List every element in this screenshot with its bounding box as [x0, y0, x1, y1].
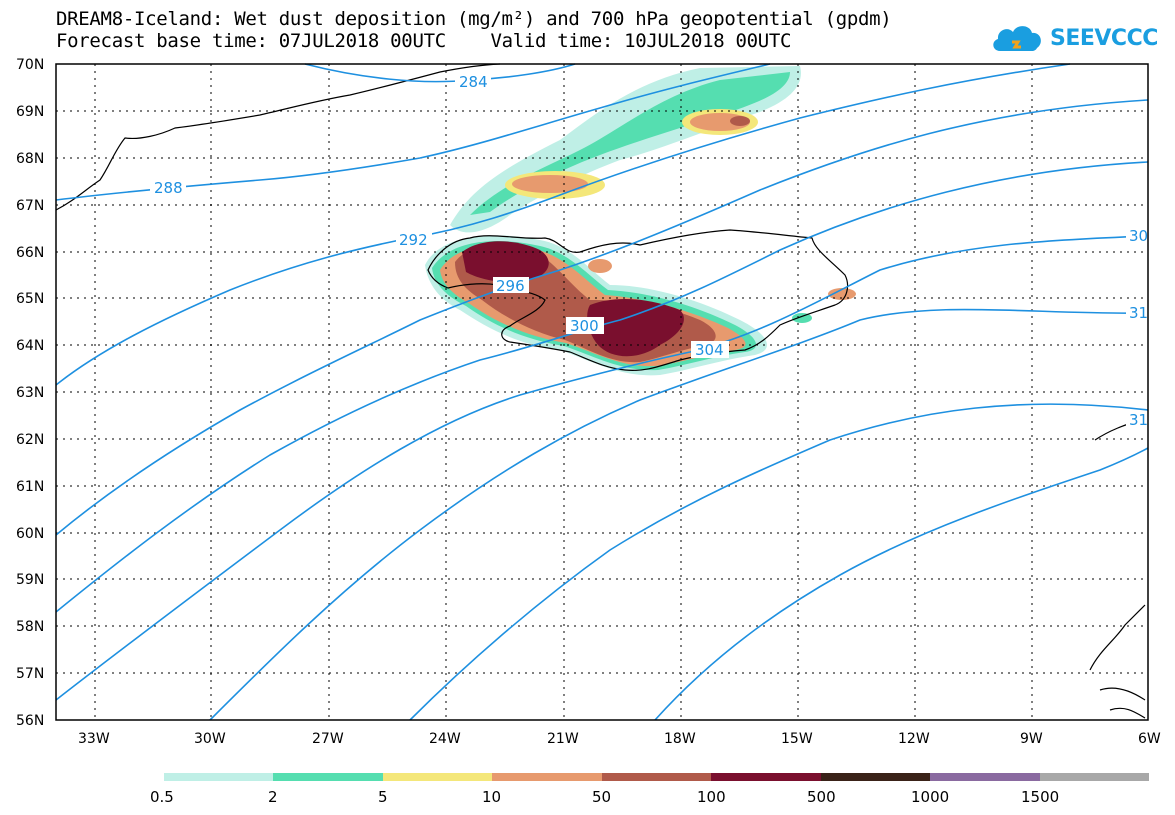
lat-label-57n: 57N: [16, 666, 44, 682]
contour-label-296: 296: [496, 277, 525, 295]
lat-label-63n: 63N: [16, 385, 44, 401]
coastline-iceland: [427, 229, 849, 371]
contour-label-304: 304: [695, 341, 724, 359]
cloud-logo-icon: [993, 26, 1041, 51]
lat-label-64n: 64N: [16, 338, 44, 354]
plot-frame: [55, 63, 1149, 721]
contour-label-300: 300: [570, 317, 599, 335]
dust-patch-67n: [512, 175, 588, 193]
colorbar-bin-9: [1040, 773, 1149, 781]
contour-312: [409, 403, 1149, 721]
valid-time: Valid time: 10JUL2018 00UTC: [490, 30, 792, 52]
dust-patch-east: [828, 288, 856, 300]
forecast-base-time: Forecast base time: 07JUL2018 00UTC: [56, 30, 446, 52]
colorbar-label-50: 50: [592, 788, 611, 806]
colorbar: 0.5 2 5 10 50 100 500 1000 1500: [150, 773, 1149, 806]
contour-label-308: 30: [1129, 227, 1148, 245]
lon-label-33w: 33W: [78, 731, 110, 747]
dust-plume-north-mid: [470, 72, 790, 215]
lon-label-9w: 9W: [1020, 731, 1043, 747]
lon-label-21w: 21W: [547, 731, 579, 747]
colorbar-bin-2: [273, 773, 383, 781]
coastline-scotland: [1089, 604, 1146, 719]
colorbar-label-500: 500: [807, 788, 836, 806]
lon-label-18w: 18W: [664, 731, 696, 747]
colorbar-label-0-5: 0.5: [150, 788, 174, 806]
lon-label-15w: 15W: [781, 731, 813, 747]
map-subtitle: Forecast base time: 07JUL2018 00UTC Vali…: [56, 30, 891, 52]
colorbar-bin-5: [602, 773, 711, 781]
contour-304: [55, 235, 1149, 701]
contour-308: [209, 308, 1149, 721]
dust-patch-north-iceland: [588, 259, 612, 273]
lat-label-66n: 66N: [16, 245, 44, 261]
contour-label-288: 288: [154, 179, 183, 197]
colorbar-bin-6: [711, 773, 821, 781]
contour-316: [654, 447, 1149, 721]
dust-field-iceland-core-west: [462, 241, 549, 283]
lon-label-30w: 30W: [194, 731, 226, 747]
lat-label-62n: 62N: [16, 432, 44, 448]
contour-label-316: 31: [1129, 411, 1148, 429]
lat-label-67n: 67N: [16, 198, 44, 214]
lon-label-6w: 6W: [1138, 731, 1161, 747]
lat-label-58n: 58N: [16, 619, 44, 635]
lat-label-56n: 56N: [16, 713, 44, 729]
lon-label-24w: 24W: [429, 731, 461, 747]
colorbar-bin-8: [930, 773, 1040, 781]
colorbar-label-1000: 1000: [911, 788, 949, 806]
contour-label-292: 292: [399, 231, 428, 249]
contour-label-312: 31: [1129, 304, 1148, 322]
coastline-greenland: [55, 63, 501, 211]
colorbar-label-5: 5: [378, 788, 388, 806]
graticule: [56, 64, 1148, 720]
longitude-axis: 33W 30W 27W 24W 21W 18W 15W 12W 9W 6W: [78, 731, 1161, 747]
lat-label-59n: 59N: [16, 572, 44, 588]
contour-label-284: 284: [459, 73, 488, 91]
dust-deposition-field: [425, 66, 856, 376]
contour-labels: 284 288 292 296 300 304 30 31 31: [150, 73, 1148, 429]
colorbar-bin-3: [383, 773, 492, 781]
colorbar-label-2: 2: [268, 788, 278, 806]
dust-patch-69n-core: [730, 116, 750, 126]
contour-300: [55, 161, 1149, 613]
contour-288: [55, 63, 771, 201]
colorbar-bin-7: [821, 773, 930, 781]
lat-label-68n: 68N: [16, 151, 44, 167]
logo-text: SEEVCCC: [1050, 25, 1158, 51]
lat-label-65n: 65N: [16, 291, 44, 307]
colorbar-label-10: 10: [482, 788, 501, 806]
colorbar-label-100: 100: [697, 788, 726, 806]
colorbar-bin-1: [164, 773, 273, 781]
dust-patch-southeast: [792, 313, 812, 323]
colorbar-bin-4: [492, 773, 602, 781]
map-header: DREAM8-Iceland: Wet dust deposition (mg/…: [56, 8, 892, 52]
lon-label-27w: 27W: [312, 731, 344, 747]
map-title: DREAM8-Iceland: Wet dust deposition (mg/…: [56, 8, 892, 30]
lat-label-70n: 70N: [16, 57, 44, 73]
dust-field-iceland-core-south: [587, 298, 684, 357]
lon-label-12w: 12W: [898, 731, 930, 747]
seevccc-logo: SEEVCCC: [990, 18, 1158, 58]
lat-label-61n: 61N: [16, 479, 44, 495]
lat-label-69n: 69N: [16, 104, 44, 120]
contour-292: [55, 63, 1071, 386]
lat-label-60n: 60N: [16, 526, 44, 542]
latitude-axis: 70N 69N 68N 67N 66N 65N 64N 63N 62N 61N …: [16, 57, 44, 729]
colorbar-label-1500: 1500: [1021, 788, 1059, 806]
